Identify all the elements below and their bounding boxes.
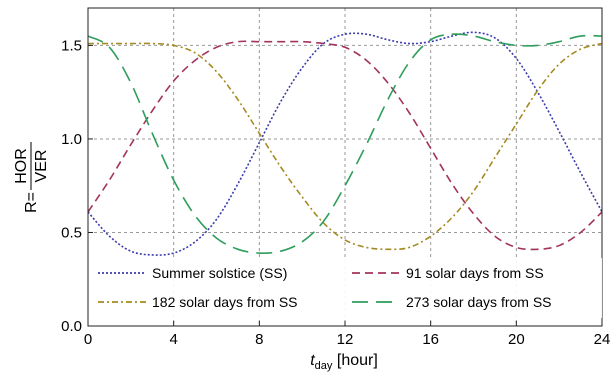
x-axis-label-main: t <box>310 352 315 369</box>
y-tick-label: 1.5 <box>61 37 82 54</box>
x-tick-label: 16 <box>422 331 439 348</box>
x-axis-label-unit: [hour] <box>332 352 377 369</box>
y-tick-label: 0.5 <box>61 224 82 241</box>
legend-label-4: 273 solar days from SS <box>406 294 552 310</box>
series-lines <box>87 31 603 256</box>
x-tick-label: 4 <box>169 331 177 348</box>
x-axis-label-subscript: day <box>315 360 333 372</box>
x-tick-label: 0 <box>84 331 92 348</box>
x-axis-label: tday [hour] <box>310 352 378 372</box>
y-tick-label: 0.0 <box>61 318 82 335</box>
legend-background <box>90 258 602 318</box>
y-tick-label: 1.0 <box>61 131 82 148</box>
x-tick-label: 8 <box>255 331 263 348</box>
legend-label-2: 91 solar days from SS <box>406 265 544 281</box>
x-tick-label: 12 <box>337 331 354 348</box>
series-line-3 <box>88 42 603 251</box>
x-tick-label: 24 <box>594 331 610 348</box>
y-axis-label-denominator: VER <box>33 150 50 183</box>
series-line-2 <box>87 40 603 251</box>
series-line-1 <box>87 31 603 256</box>
y-axis-label-prefix: R= <box>23 192 40 213</box>
legend-label-3: 182 solar days from SS <box>152 294 298 310</box>
y-axis-ticks: 0.0 0.5 1.0 1.5 <box>61 37 93 335</box>
y-axis-label: R= HOR VER <box>13 142 50 213</box>
x-tick-label: 20 <box>508 331 525 348</box>
series-line-4 <box>87 33 603 254</box>
y-axis-label-numerator: HOR <box>13 148 30 184</box>
x-axis-ticks: 0 4 8 12 16 20 24 <box>84 321 610 348</box>
legend: Summer solstice (SS) 91 solar days from S… <box>90 258 602 318</box>
legend-label-1: Summer solstice (SS) <box>152 265 287 281</box>
